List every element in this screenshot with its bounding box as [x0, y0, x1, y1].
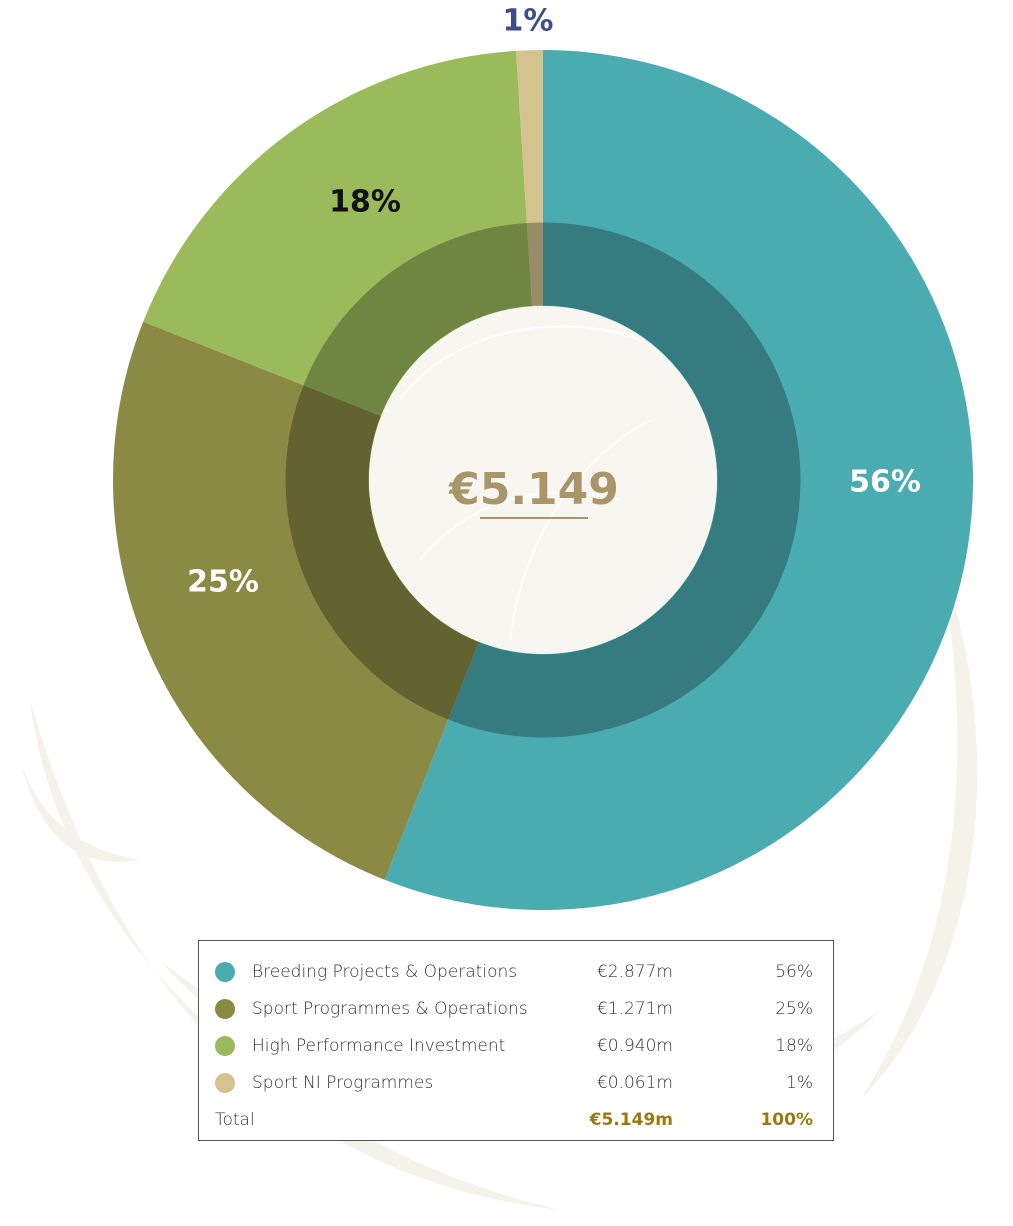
legend-swatch	[215, 999, 235, 1019]
slice-label: 18%	[329, 185, 401, 220]
total-amount: €5.149m	[589, 1110, 673, 1130]
amount: €0.940m	[597, 1036, 673, 1056]
slice-label: 56%	[849, 465, 921, 500]
legend-label: Sport Programmes & Operations	[252, 999, 528, 1019]
percent: 18%	[775, 1036, 813, 1056]
center-label: €5.149	[448, 464, 619, 515]
percent: 25%	[775, 999, 813, 1019]
donut-hole	[369, 306, 717, 654]
slice	[113, 321, 479, 880]
legend-swatch	[215, 962, 235, 982]
legend-swatch	[215, 1073, 235, 1093]
slice	[143, 50, 533, 416]
total-percent: 100%	[760, 1110, 813, 1130]
legend-swatch	[215, 1036, 235, 1056]
slice-label: 25%	[187, 565, 259, 600]
amount: €2.877m	[597, 962, 673, 982]
amount: €1.271m	[597, 999, 673, 1019]
slice-label: 1%	[503, 4, 554, 39]
legend-label: High Performance Investment	[252, 1036, 505, 1056]
legend-label: Sport NI Programmes	[252, 1073, 433, 1093]
legend-label: Breeding Projects & Operations	[252, 962, 517, 982]
percent: 56%	[775, 962, 813, 982]
percent: 1%	[786, 1073, 813, 1093]
total-label: Total	[215, 1110, 255, 1130]
amount: €0.061m	[597, 1073, 673, 1093]
slice	[384, 50, 974, 910]
inner-shade	[285, 222, 801, 738]
legend-table	[198, 940, 834, 1141]
slice	[516, 50, 543, 307]
